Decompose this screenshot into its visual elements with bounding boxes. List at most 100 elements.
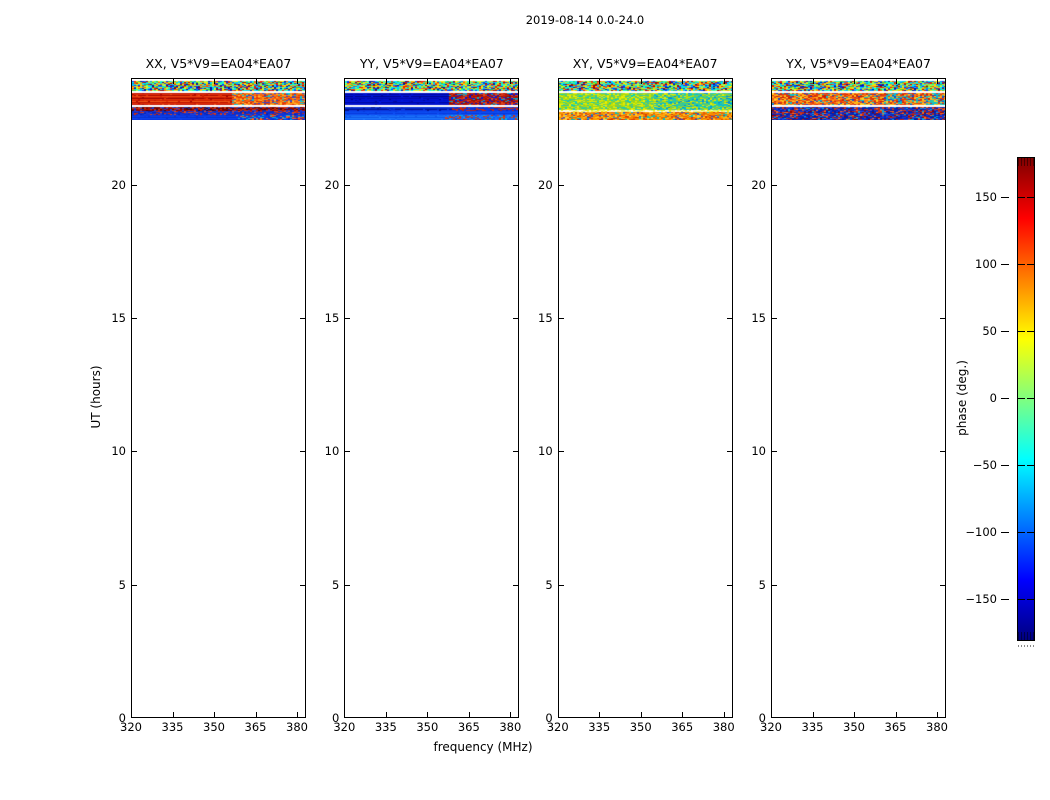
y-tick bbox=[558, 451, 564, 453]
y-tick-label: 0 bbox=[758, 711, 766, 725]
x-tick-label: 320 bbox=[546, 720, 569, 734]
x-tick bbox=[771, 712, 772, 717]
colorbar-tick-inner-right bbox=[1027, 264, 1034, 265]
colorbar-tick-inner-right bbox=[1027, 197, 1034, 198]
y-tick-label: 20 bbox=[111, 177, 126, 192]
x-tick bbox=[344, 712, 346, 717]
x-tick-label: 380 bbox=[712, 720, 735, 734]
x-tick-top bbox=[937, 79, 938, 84]
y-tick-label: 0 bbox=[331, 711, 340, 725]
x-tick-top bbox=[723, 79, 725, 84]
x-tick-label: 335 bbox=[588, 720, 611, 734]
y-tick-label: 0 bbox=[545, 711, 553, 725]
panel-axes bbox=[557, 78, 733, 718]
y-tick-label: 5 bbox=[118, 577, 126, 592]
colorbar-top-hatch bbox=[1018, 158, 1034, 166]
y-tick-label: 20 bbox=[538, 177, 553, 192]
x-tick-label: 365 bbox=[671, 720, 694, 734]
colorbar-tick-inner-left bbox=[1018, 599, 1025, 600]
x-tick-top bbox=[172, 79, 174, 84]
x-tick-top bbox=[255, 79, 257, 84]
colorbar-tick-label: −150 bbox=[965, 592, 997, 606]
y-tick-label: 15 bbox=[538, 311, 553, 325]
y-tick bbox=[132, 318, 137, 319]
x-tick bbox=[510, 712, 512, 717]
x-tick-label: 380 bbox=[286, 720, 308, 734]
x-tick-top bbox=[771, 79, 772, 84]
x-tick bbox=[214, 712, 215, 717]
x-tick-label: 335 bbox=[161, 720, 184, 734]
x-tick-label: 350 bbox=[843, 720, 865, 734]
colorbar-tick-label: −100 bbox=[965, 525, 997, 539]
colorbar-tick-inner-left bbox=[1018, 532, 1025, 533]
colorbar-tick-inner-right bbox=[1027, 599, 1034, 600]
y-tick-label: 10 bbox=[324, 444, 340, 459]
x-tick-label: 320 bbox=[333, 720, 356, 734]
y-tick bbox=[772, 184, 777, 186]
colorbar-tick-inner-right bbox=[1027, 532, 1034, 533]
x-tick-top bbox=[468, 79, 470, 84]
colorbar-tick-label: 100 bbox=[975, 257, 997, 271]
y-tick-label: 10 bbox=[751, 444, 766, 459]
x-tick-top bbox=[895, 79, 897, 84]
x-tick bbox=[297, 712, 298, 717]
x-tick-label: 320 bbox=[120, 720, 142, 734]
x-tick-label: 365 bbox=[884, 720, 907, 734]
figure-title: 2019-08-14 0.0-24.0 bbox=[525, 13, 645, 27]
y-tick-right bbox=[513, 184, 519, 186]
colorbar-tick-label: −50 bbox=[972, 458, 997, 472]
y-tick-label: 5 bbox=[758, 577, 766, 592]
y-tick bbox=[558, 318, 564, 319]
y-tick-right bbox=[300, 184, 305, 186]
x-tick bbox=[557, 712, 559, 717]
y-tick bbox=[772, 451, 777, 453]
panel-title: YY, V5*V9=EA04*EA07 bbox=[359, 56, 504, 71]
x-tick bbox=[385, 712, 387, 717]
x-tick-top bbox=[557, 79, 559, 84]
colorbar-label: phase (deg.) bbox=[955, 360, 969, 436]
panel-axes bbox=[771, 78, 946, 718]
x-tick-label: 365 bbox=[457, 720, 480, 734]
x-tick-label: 350 bbox=[629, 720, 652, 734]
x-tick-top bbox=[812, 79, 814, 84]
y-tick bbox=[558, 184, 564, 186]
colorbar-gradient bbox=[1017, 157, 1035, 641]
x-tick-top bbox=[214, 79, 215, 84]
y-tick-label: 10 bbox=[111, 444, 126, 459]
x-tick-top bbox=[640, 79, 642, 84]
colorbar-tick-label: 150 bbox=[975, 190, 997, 204]
x-tick bbox=[172, 712, 174, 717]
colorbar-tick-inner-left bbox=[1018, 465, 1025, 466]
waterfall-band-canvas bbox=[345, 80, 519, 120]
colorbar-tick bbox=[1001, 197, 1009, 198]
y-tick-label: 20 bbox=[324, 177, 340, 192]
x-tick bbox=[468, 712, 470, 717]
panel-title: XX, V5*V9=EA04*EA07 bbox=[145, 56, 292, 71]
x-tick-top bbox=[344, 79, 346, 84]
y-tick-right bbox=[940, 184, 945, 186]
x-tick bbox=[895, 712, 897, 717]
x-tick-top bbox=[854, 79, 855, 84]
y-tick-right bbox=[300, 451, 305, 453]
colorbar-tick-label: 50 bbox=[982, 324, 997, 338]
y-tick-right bbox=[726, 451, 732, 453]
x-tick-label: 350 bbox=[203, 720, 225, 734]
panel-axes bbox=[344, 78, 520, 718]
x-tick-top bbox=[385, 79, 387, 84]
x-tick-top bbox=[510, 79, 512, 84]
colorbar-tick bbox=[1001, 599, 1009, 600]
y-tick-label: 0 bbox=[118, 711, 126, 725]
y-tick-right bbox=[513, 451, 519, 453]
x-tick bbox=[854, 712, 855, 717]
colorbar-tick-inner-left bbox=[1018, 398, 1025, 399]
panel-title: YX, V5*V9=EA04*EA07 bbox=[786, 56, 931, 71]
colorbar-tick-label: 0 bbox=[989, 391, 997, 405]
y-tick-label: 5 bbox=[331, 577, 340, 592]
x-tick-label: 335 bbox=[801, 720, 824, 734]
y-tick-right bbox=[940, 584, 945, 586]
x-tick-label: 365 bbox=[244, 720, 267, 734]
x-tick-top bbox=[297, 79, 298, 84]
x-tick-label: 380 bbox=[499, 720, 522, 734]
y-tick bbox=[345, 184, 351, 186]
